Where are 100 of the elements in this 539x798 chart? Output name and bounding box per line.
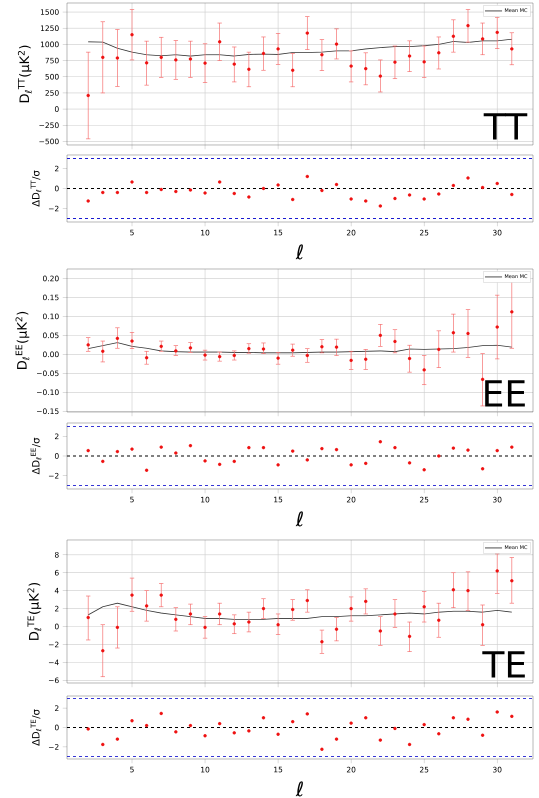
point <box>276 463 280 467</box>
point <box>144 61 148 65</box>
point <box>276 47 280 51</box>
point <box>262 186 266 190</box>
point <box>116 626 120 630</box>
point <box>290 720 294 724</box>
point <box>349 64 353 68</box>
point <box>188 57 192 61</box>
point <box>276 183 280 187</box>
y-axis-title: ΔD$_{ℓ}$$^{EE}$/σ <box>30 438 42 474</box>
point <box>393 446 397 450</box>
point <box>393 726 397 730</box>
point <box>320 345 324 348</box>
point <box>86 199 90 203</box>
point <box>174 730 178 734</box>
point <box>349 358 353 362</box>
point <box>160 445 163 449</box>
point <box>174 190 178 194</box>
point <box>437 732 440 736</box>
point <box>218 354 222 358</box>
point <box>408 742 412 746</box>
point <box>232 622 236 626</box>
point <box>437 348 440 352</box>
point <box>393 340 397 344</box>
y-axis-title: ΔD$_{ℓ}$$^{TT}$/σ <box>30 170 42 207</box>
point <box>232 192 236 196</box>
point <box>496 710 499 714</box>
point <box>203 626 207 630</box>
point <box>262 716 266 720</box>
point <box>480 378 484 382</box>
point <box>144 724 148 728</box>
point <box>378 629 382 633</box>
point <box>101 742 104 746</box>
point <box>393 60 397 64</box>
point <box>86 94 90 98</box>
point <box>116 450 120 454</box>
point <box>247 346 251 350</box>
point <box>160 593 163 597</box>
point <box>116 56 120 60</box>
point <box>364 66 368 70</box>
point <box>116 737 120 741</box>
point <box>349 463 353 467</box>
annotation: TT <box>484 113 528 140</box>
point <box>276 356 280 360</box>
point <box>364 462 368 466</box>
point <box>437 51 440 55</box>
point <box>160 344 163 348</box>
point <box>203 191 207 195</box>
point <box>510 310 514 314</box>
point <box>510 47 514 51</box>
point <box>349 606 353 610</box>
point <box>466 588 470 592</box>
point <box>174 349 178 353</box>
point <box>144 190 148 194</box>
point <box>480 186 484 190</box>
annotation: TE <box>482 651 525 678</box>
point <box>188 724 192 728</box>
point <box>160 188 163 192</box>
point <box>290 348 294 352</box>
point <box>247 195 251 199</box>
point <box>437 618 440 622</box>
point <box>160 712 163 716</box>
point <box>262 52 266 56</box>
point <box>262 446 266 450</box>
point <box>262 606 266 610</box>
point <box>408 193 412 197</box>
point <box>306 354 310 358</box>
point <box>452 588 456 592</box>
point <box>496 448 499 452</box>
point <box>306 31 310 35</box>
y-axis-title: D$_{ℓ}$$^{TT}$(μK$^{2}$) <box>18 46 32 102</box>
point <box>480 734 484 737</box>
point <box>510 192 514 196</box>
point <box>188 188 192 192</box>
point <box>349 721 353 725</box>
point <box>422 468 426 472</box>
point <box>130 447 134 451</box>
point <box>408 634 412 638</box>
point <box>393 196 397 200</box>
point <box>174 58 178 62</box>
point <box>86 343 90 347</box>
point <box>452 716 456 720</box>
point <box>290 608 294 612</box>
x-axis-title: ℓ <box>296 244 303 260</box>
point <box>349 197 353 201</box>
point <box>262 347 266 351</box>
point <box>174 451 178 455</box>
point <box>510 445 514 449</box>
y-axis-title: D$_{ℓ}$$^{EE}$(μK$^{2}$) <box>16 312 30 369</box>
point <box>101 460 104 464</box>
point <box>334 182 338 186</box>
point <box>247 620 251 624</box>
point <box>378 738 382 742</box>
point <box>378 74 382 78</box>
x-axis-title: ℓ <box>296 511 303 526</box>
point <box>247 68 251 71</box>
point <box>290 68 294 72</box>
point <box>408 54 412 58</box>
point <box>188 346 192 350</box>
point <box>480 623 484 626</box>
